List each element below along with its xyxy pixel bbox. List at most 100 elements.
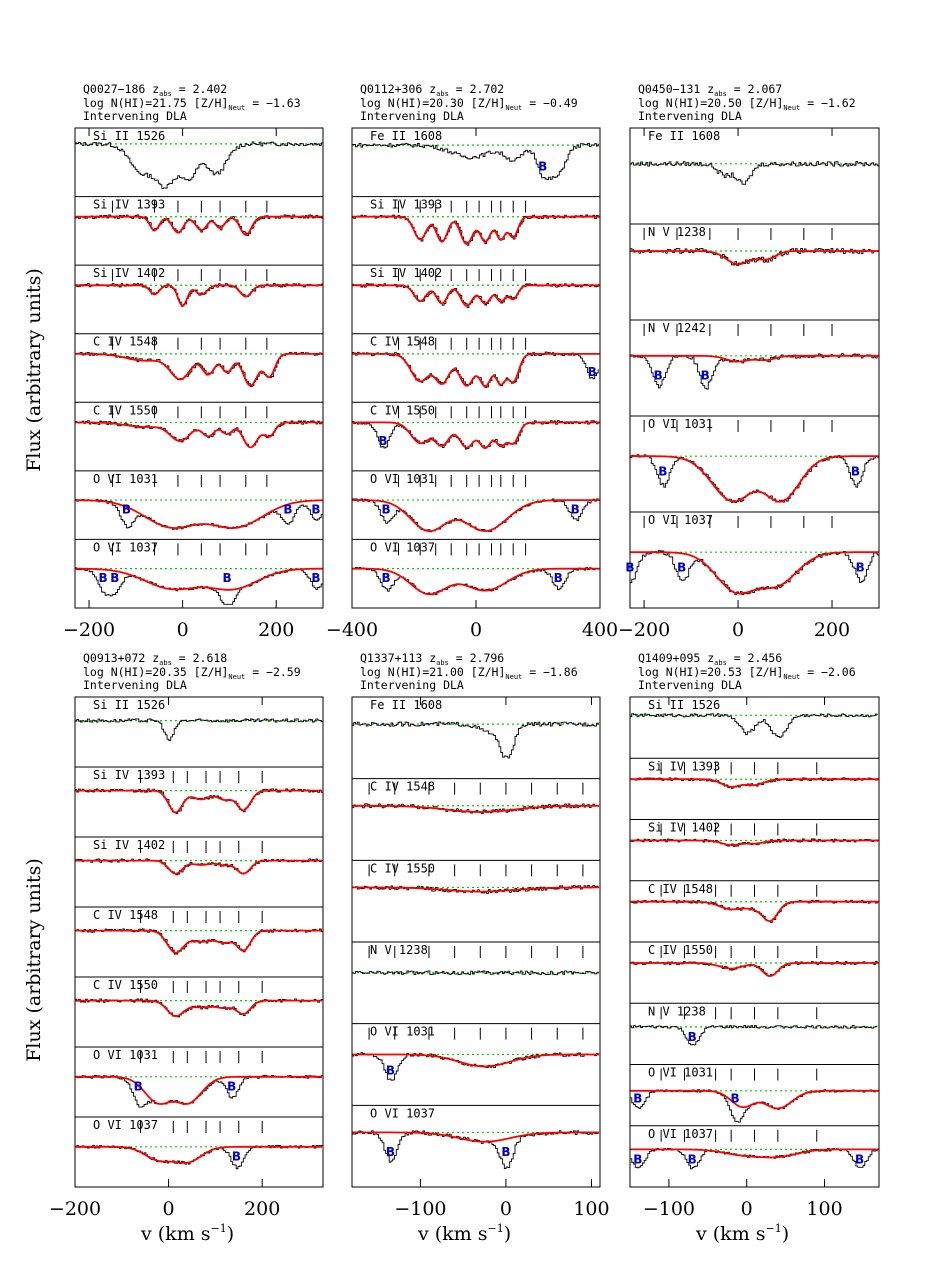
panel-c-iv-1548: C IV 1548 xyxy=(630,880,879,923)
header-redshift-value: = 2.618 xyxy=(172,651,227,665)
ion-label: Si IV 1402 xyxy=(93,266,165,280)
header-subscript-neut: Neut xyxy=(505,673,522,681)
panel-o-vi-1031: B O VI 1031 xyxy=(352,1023,600,1081)
panel-c-iv-1550: C IV 1550 xyxy=(75,976,324,1018)
ion-label: Si II 1526 xyxy=(93,129,165,143)
panel-c-iv-1550: C IV 1550 xyxy=(352,859,600,894)
x-tick-label: −100 xyxy=(394,1198,446,1220)
model-fit-curve xyxy=(75,789,323,814)
header-metallicity: = −2.59 xyxy=(245,665,300,679)
ion-label: O VI 1037 xyxy=(648,1127,713,1141)
panel-fe-ii-1608: Fe II 1608 xyxy=(630,129,880,185)
model-fit-curve xyxy=(352,804,600,813)
data-spectrum xyxy=(352,420,599,450)
ion-label: C IV 1548 xyxy=(370,780,435,794)
data-spectrum xyxy=(630,1089,878,1123)
blend-marker: B xyxy=(311,571,320,585)
blend-marker: B xyxy=(571,502,580,516)
panel-si-ii-1526: Si II 1526 xyxy=(75,129,324,189)
system-header-line2: log N(HI)=20.35 [Z/H]Neut = −2.59 xyxy=(83,665,301,681)
panel-si-iv-1393: Si IV 1393 xyxy=(75,766,324,815)
ion-label: O VI 1037 xyxy=(648,513,713,527)
blend-marker: B xyxy=(382,571,391,585)
blend-marker: B xyxy=(856,561,865,575)
ion-label: C IV 1550 xyxy=(370,403,435,417)
system-header-line3: Intervening DLA xyxy=(638,678,742,692)
ion-label: O VI 1031 xyxy=(648,417,713,431)
header-redshift-value: = 2.702 xyxy=(449,82,504,96)
blend-marker: B xyxy=(730,1091,739,1105)
axes-frame xyxy=(629,127,880,609)
model-fit-curve xyxy=(74,499,323,529)
x-tick-label: −200 xyxy=(618,619,670,641)
x-tick-label: −200 xyxy=(49,1198,101,1220)
system-header-line3: Intervening DLA xyxy=(360,109,464,123)
data-spectrum xyxy=(630,454,880,503)
header-redshift-value: = 2.067 xyxy=(727,82,782,96)
model-fit-curve xyxy=(630,962,879,977)
ion-label: N V 1238 xyxy=(370,943,428,957)
header-metallicity: = −2.06 xyxy=(800,665,855,679)
ion-label: O VI 1031 xyxy=(370,472,435,486)
panel-fe-ii-1608: B Fe II 1608 xyxy=(352,129,600,181)
header-qso-redshift: Q1409+095 z xyxy=(638,651,714,665)
x-tick-label: 100 xyxy=(806,1198,842,1220)
x-tick-label: 100 xyxy=(573,1198,609,1220)
panel-si-iv-1402: Si IV 1402 xyxy=(75,836,324,876)
ion-label: O VI 1037 xyxy=(370,1106,435,1120)
model-fit-curve xyxy=(630,354,879,363)
x-axis-label-main: v (km s xyxy=(417,1223,488,1245)
ion-label: C IV 1550 xyxy=(648,943,713,957)
blend-marker: B xyxy=(654,369,663,383)
panel-n-v-1238: N V 1238 xyxy=(630,223,880,267)
header-subscript-abs: abs xyxy=(714,659,727,667)
panel-c-iv-1550: B C IV 1550 xyxy=(352,401,600,450)
panel-o-vi-1037: B B O VI 1037 xyxy=(352,1104,600,1170)
model-fit-curve xyxy=(75,421,323,449)
x-tick-label: 0 xyxy=(500,1198,512,1220)
model-fit-curve xyxy=(352,421,600,450)
ion-label: O VI 1037 xyxy=(93,1118,158,1132)
header-column-density: log N(HI)=20.35 [Z/H] xyxy=(83,665,228,679)
model-fit-curve xyxy=(75,999,323,1018)
header-column-density: log N(HI)=21.00 [Z/H] xyxy=(360,665,505,679)
system-header-line2: log N(HI)=20.53 [Z/H]Neut = −2.06 xyxy=(638,665,856,681)
x-tick-label: 400 xyxy=(582,619,618,641)
panel-o-vi-1031: B B O VI 1031 xyxy=(630,1064,879,1123)
data-spectrum xyxy=(352,498,599,533)
panel-n-v-1238: B N V 1238 xyxy=(630,1002,879,1046)
model-fit-curve xyxy=(352,886,600,893)
model-fit-curve xyxy=(630,455,879,503)
model-fit-curve xyxy=(630,551,879,595)
panel-o-vi-1037: B B O VI 1037 xyxy=(352,538,600,596)
ion-label: Fe II 1608 xyxy=(648,129,720,143)
blend-marker: B xyxy=(98,571,107,585)
model-fit-curve xyxy=(352,284,600,307)
system-header-line3: Intervening DLA xyxy=(360,678,464,692)
panel-n-v-1242: B B N V 1242 xyxy=(630,319,880,390)
header-column-density: log N(HI)=20.30 [Z/H] xyxy=(360,96,505,110)
panel-o-vi-1031: B B O VI 1031 xyxy=(75,1046,324,1108)
header-column-density: log N(HI)=20.53 [Z/H] xyxy=(638,665,783,679)
x-tick-label: 200 xyxy=(814,619,850,641)
header-subscript-abs: abs xyxy=(159,90,172,98)
system-header-line1: Q0027−186 zabs = 2.402 xyxy=(83,82,227,98)
x-axis-label-close: ) xyxy=(504,1223,511,1245)
panel-o-vi-1031: B B O VI 1031 xyxy=(352,470,600,533)
ion-label: Si IV 1402 xyxy=(93,838,165,852)
header-subscript-neut: Neut xyxy=(783,673,800,681)
panel-si-ii-1526: Si II 1526 xyxy=(75,698,324,742)
ion-label: C IV 1550 xyxy=(93,978,158,992)
y-axis-label-bottom-group: Flux (arbitrary units) xyxy=(23,858,45,1062)
panel-o-vi-1037: B O VI 1037 xyxy=(75,1116,324,1170)
system-header-line3: Intervening DLA xyxy=(83,678,187,692)
x-axis-label-left: v (km s−1) xyxy=(140,1222,234,1245)
system-header-line1: Q0112+306 zabs = 2.702 xyxy=(360,82,504,98)
y-axis-label-top: Flux (arbitrary units) xyxy=(23,268,45,472)
data-spectrum xyxy=(630,161,880,185)
blend-marker: B xyxy=(501,1145,510,1159)
